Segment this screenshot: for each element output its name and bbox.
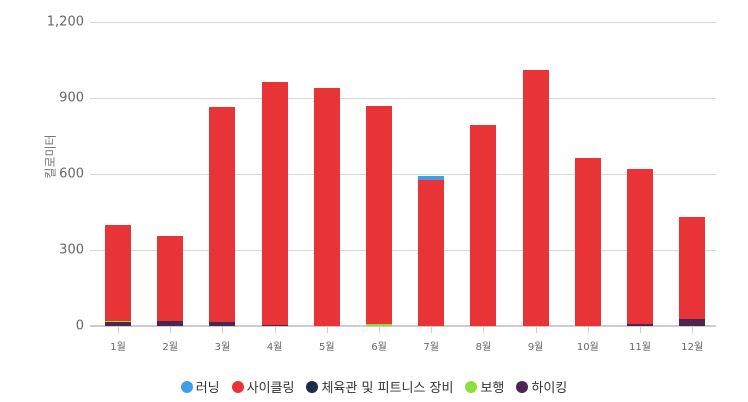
x-tick-label: 7월	[423, 342, 439, 353]
x-tick-label: 10월	[576, 342, 599, 353]
y-tick-label: 1,200	[46, 14, 84, 30]
bar-segment[interactable]	[313, 87, 340, 326]
legend-label: 사이클링	[246, 381, 295, 396]
y-tick-label: 900	[59, 90, 84, 106]
legend-label: 체육관 및 피트니스 장비	[321, 381, 454, 396]
bar-10[interactable]	[574, 0, 601, 402]
bar-segment[interactable]	[679, 318, 706, 326]
bar-6[interactable]	[366, 0, 392, 402]
legend-item[interactable]: 보행	[465, 377, 504, 396]
x-tick-mark	[640, 327, 641, 333]
bar-segment[interactable]	[627, 168, 653, 324]
bar-1[interactable]	[105, 0, 131, 402]
x-tick-label: 3월	[214, 342, 231, 353]
legend-dot-icon	[180, 380, 193, 393]
bar-segment[interactable]	[574, 158, 601, 326]
bar-segment[interactable]	[261, 324, 288, 326]
bar-3[interactable]	[209, 0, 236, 402]
bar-segment[interactable]	[105, 320, 131, 323]
legend-dot-icon	[306, 380, 319, 393]
gridline	[90, 22, 716, 23]
bar-8[interactable]	[470, 0, 497, 402]
x-tick-mark	[379, 327, 380, 333]
x-tick-mark	[222, 327, 224, 333]
bar-segment[interactable]	[209, 106, 236, 323]
gridline	[90, 98, 716, 99]
legend-label: 보행	[480, 381, 505, 396]
bar-2[interactable]	[157, 0, 184, 402]
x-tick-mark	[483, 327, 485, 333]
x-tick-label: 2월	[162, 342, 178, 353]
bar-segment[interactable]	[522, 70, 549, 326]
x-tick-mark	[274, 327, 276, 333]
legend: 러닝 사이클링 체육관 및 피트니스 장비 보행 하이킹	[0, 377, 748, 396]
gridline	[90, 174, 716, 175]
bar-segment[interactable]	[366, 323, 392, 326]
gridline	[90, 250, 716, 251]
bar-segment[interactable]	[157, 321, 184, 326]
bar-11[interactable]	[627, 0, 653, 402]
bar-segment[interactable]	[105, 322, 131, 326]
y-tick-label: 300	[59, 242, 84, 258]
y-axis-label: 킬로미터	[43, 134, 58, 179]
y-tick-label: 0	[75, 318, 84, 334]
x-tick-label: 1월	[110, 342, 126, 353]
x-tick-mark	[431, 327, 433, 333]
x-tick-mark	[535, 327, 537, 333]
y-tick-label: 600	[59, 166, 84, 182]
legend-item[interactable]: 러닝	[180, 377, 220, 396]
legend-dot-icon	[231, 380, 244, 393]
x-tick-mark	[692, 327, 694, 333]
legend-item[interactable]: 체육관 및 피트니스 장비	[306, 377, 453, 396]
x-tick-label: 4월	[266, 342, 283, 353]
bar-segment[interactable]	[679, 217, 706, 319]
x-tick-label: 9월	[527, 342, 544, 353]
bar-12[interactable]	[679, 0, 706, 402]
x-axis-line	[90, 325, 716, 327]
bar-4[interactable]	[261, 0, 288, 402]
x-tick-mark	[587, 327, 589, 333]
bar-9[interactable]	[522, 0, 549, 402]
x-tick-label: 8월	[475, 342, 492, 353]
legend-item[interactable]: 사이클링	[231, 377, 295, 396]
bar-segment[interactable]	[366, 106, 392, 324]
x-tick-mark	[118, 327, 119, 333]
bar-5[interactable]	[313, 0, 340, 402]
x-tick-label: 11월	[629, 342, 651, 353]
legend-dot-icon	[465, 380, 478, 393]
legend-dot-icon	[516, 380, 529, 393]
x-tick-mark	[326, 327, 328, 333]
legend-label: 하이킹	[531, 381, 568, 396]
bar-segment[interactable]	[105, 225, 131, 321]
x-tick-label: 6월	[371, 342, 387, 353]
legend-item[interactable]: 하이킹	[516, 377, 567, 396]
x-tick-label: 5월	[319, 342, 335, 353]
bar-7[interactable]	[418, 0, 445, 402]
x-tick-mark	[170, 327, 172, 333]
bar-segment[interactable]	[470, 125, 497, 326]
x-tick-label: 12월	[681, 342, 704, 353]
legend-label: 러닝	[195, 381, 220, 396]
bar-segment[interactable]	[261, 82, 288, 325]
bar-segment[interactable]	[209, 322, 236, 326]
bar-segment[interactable]	[418, 176, 445, 181]
bar-segment[interactable]	[157, 236, 184, 322]
bar-segment[interactable]	[627, 323, 653, 326]
bar-segment[interactable]	[418, 180, 445, 326]
